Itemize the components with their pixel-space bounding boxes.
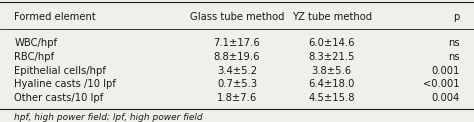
Text: ns: ns: [448, 38, 460, 48]
Text: Other casts/10 lpf: Other casts/10 lpf: [14, 93, 103, 103]
Text: 0.001: 0.001: [431, 66, 460, 76]
Text: 6.0±14.6: 6.0±14.6: [309, 38, 355, 48]
Text: Glass tube method: Glass tube method: [190, 12, 284, 22]
Text: 0.004: 0.004: [431, 93, 460, 103]
Text: RBC/hpf: RBC/hpf: [14, 52, 55, 62]
Text: <0.001: <0.001: [423, 79, 460, 89]
Text: Formed element: Formed element: [14, 12, 96, 22]
Text: 3.4±5.2: 3.4±5.2: [217, 66, 257, 76]
Text: 4.5±15.8: 4.5±15.8: [309, 93, 355, 103]
Text: hpf, high power field; lpf, high power field: hpf, high power field; lpf, high power f…: [14, 113, 203, 122]
Text: ns: ns: [448, 52, 460, 62]
Text: 8.8±19.6: 8.8±19.6: [214, 52, 260, 62]
Text: YZ tube method: YZ tube method: [292, 12, 372, 22]
Text: 0.7±5.3: 0.7±5.3: [217, 79, 257, 89]
Text: 8.3±21.5: 8.3±21.5: [309, 52, 355, 62]
Text: p: p: [454, 12, 460, 22]
Text: Epithelial cells/hpf: Epithelial cells/hpf: [14, 66, 106, 76]
Text: 7.1±17.6: 7.1±17.6: [214, 38, 260, 48]
Text: WBC/hpf: WBC/hpf: [14, 38, 57, 48]
Text: 1.8±7.6: 1.8±7.6: [217, 93, 257, 103]
Text: Hyaline casts /10 lpf: Hyaline casts /10 lpf: [14, 79, 116, 89]
Text: 3.8±5.6: 3.8±5.6: [312, 66, 352, 76]
Text: 6.4±18.0: 6.4±18.0: [309, 79, 355, 89]
